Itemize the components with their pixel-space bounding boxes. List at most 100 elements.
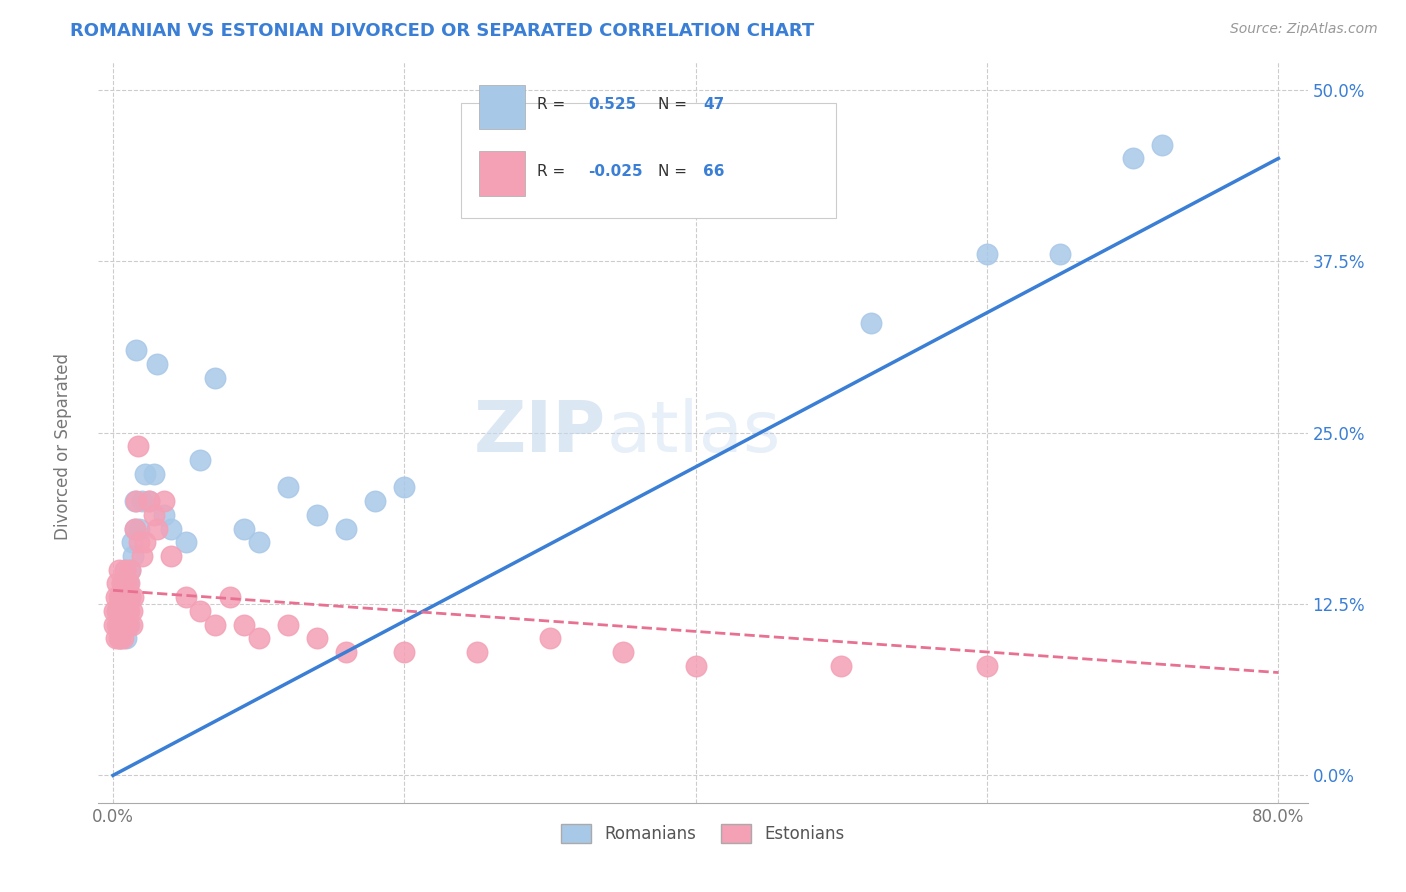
Point [153,508,176,522]
Point [108,604,131,618]
Point [277,617,299,632]
Point [115,576,138,591]
Text: N =: N = [658,164,688,178]
Point [204,371,226,385]
Point [124,522,146,536]
Point [115,590,138,604]
Point [121,535,143,549]
Point [128,522,150,536]
Point [335,645,357,659]
Point [103,617,125,632]
Point [305,508,328,522]
Point [138,494,160,508]
Point [110,632,132,646]
Text: Source: ZipAtlas.com: Source: ZipAtlas.com [1230,22,1378,37]
Point [110,617,132,632]
Point [114,604,136,618]
Point [174,590,197,604]
Point [233,617,256,632]
Text: 47: 47 [703,97,724,112]
Point [247,535,270,549]
Point [115,590,138,604]
Point [111,576,134,591]
Point [120,590,142,604]
Point [111,590,134,604]
Text: 0.525: 0.525 [588,97,637,112]
Point [110,590,132,604]
Point [134,535,156,549]
Point [108,590,131,604]
Point [122,549,145,563]
Point [110,590,132,604]
Point [125,494,148,508]
Point [121,604,143,618]
Point [111,604,134,618]
Point [138,494,160,508]
Point [108,617,131,632]
Text: atlas: atlas [606,398,780,467]
Point [134,467,156,481]
Point [124,522,146,536]
Point [976,658,998,673]
Point [125,343,148,358]
Point [160,522,183,536]
Point [118,576,141,591]
Point [108,632,131,646]
Point [685,658,707,673]
Point [112,604,135,618]
Point [1049,247,1071,261]
Point [364,494,387,508]
Point [110,632,132,646]
Point [394,480,416,494]
Text: -0.025: -0.025 [588,164,643,178]
Point [111,617,134,632]
Point [114,563,136,577]
Point [305,632,328,646]
Point [465,645,488,659]
Point [174,535,197,549]
Point [117,590,139,604]
Point [131,494,153,508]
Point [118,604,141,618]
Point [233,522,256,536]
FancyBboxPatch shape [479,152,526,195]
Point [122,590,145,604]
Point [114,590,136,604]
Point [247,632,270,646]
Point [118,617,141,632]
Point [976,247,998,261]
Point [128,535,150,549]
Point [117,604,139,618]
Point [1122,152,1144,166]
Point [335,522,357,536]
Point [112,632,135,646]
Point [114,617,136,632]
Point [859,316,882,330]
Point [105,604,128,618]
Point [104,590,127,604]
Text: ROMANIAN VS ESTONIAN DIVORCED OR SEPARATED CORRELATION CHART: ROMANIAN VS ESTONIAN DIVORCED OR SEPARAT… [70,22,814,40]
Point [115,632,138,646]
Point [114,563,136,577]
Point [153,494,176,508]
Point [120,590,142,604]
Text: ZIP: ZIP [474,398,606,467]
Point [830,658,852,673]
Text: R =: R = [537,97,571,112]
Point [108,563,131,577]
Point [115,604,138,618]
Point [538,632,561,646]
Text: Divorced or Separated: Divorced or Separated [55,352,72,540]
Legend: Romanians, Estonians: Romanians, Estonians [554,817,852,850]
Text: R =: R = [537,164,571,178]
Point [124,494,146,508]
Point [131,549,153,563]
Point [111,604,134,618]
Point [145,357,167,371]
FancyBboxPatch shape [461,103,837,218]
Point [655,137,678,152]
Point [218,590,240,604]
Point [277,480,299,494]
Point [121,617,143,632]
Point [394,645,416,659]
